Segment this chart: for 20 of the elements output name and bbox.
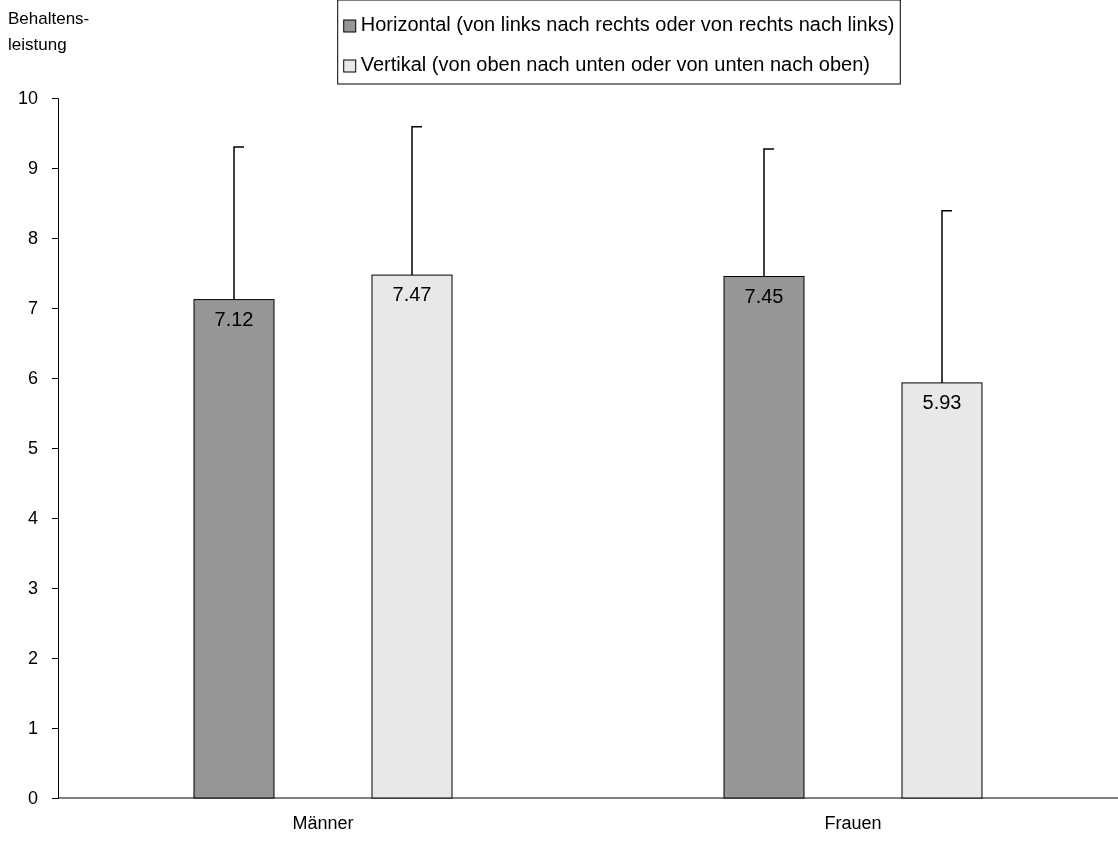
data-label: 7.45 [744,284,784,307]
y-tick-label: 0 [27,788,38,809]
data-label: 7.47 [392,283,432,306]
y-tick-label: 10 [17,88,38,109]
y-tick-label: 3 [27,578,38,599]
y-tick-label: 7 [27,298,38,319]
legend-label: Vertikal (von oben nach unten oder von unten nach oben) [360,53,870,75]
y-tick-label: 1 [27,718,38,739]
y-axis-title: Behaltens- leistung [8,9,90,54]
y-tick-label: 5 [27,438,38,459]
y-tick-label: 9 [27,158,38,179]
data-label: 7.12 [214,307,254,330]
y-tick-label: 6 [27,368,38,389]
y-tick-label: 4 [27,508,38,529]
legend-label: Horizontal (von links nach rechts oder von rechts nach links) [360,13,895,35]
y-tick-label: 8 [27,228,38,249]
y-tick-label: 2 [27,648,38,669]
x-tick-label: Frauen [824,812,882,833]
data-label: 5.93 [922,390,962,413]
x-tick-label: Männer [292,812,354,833]
